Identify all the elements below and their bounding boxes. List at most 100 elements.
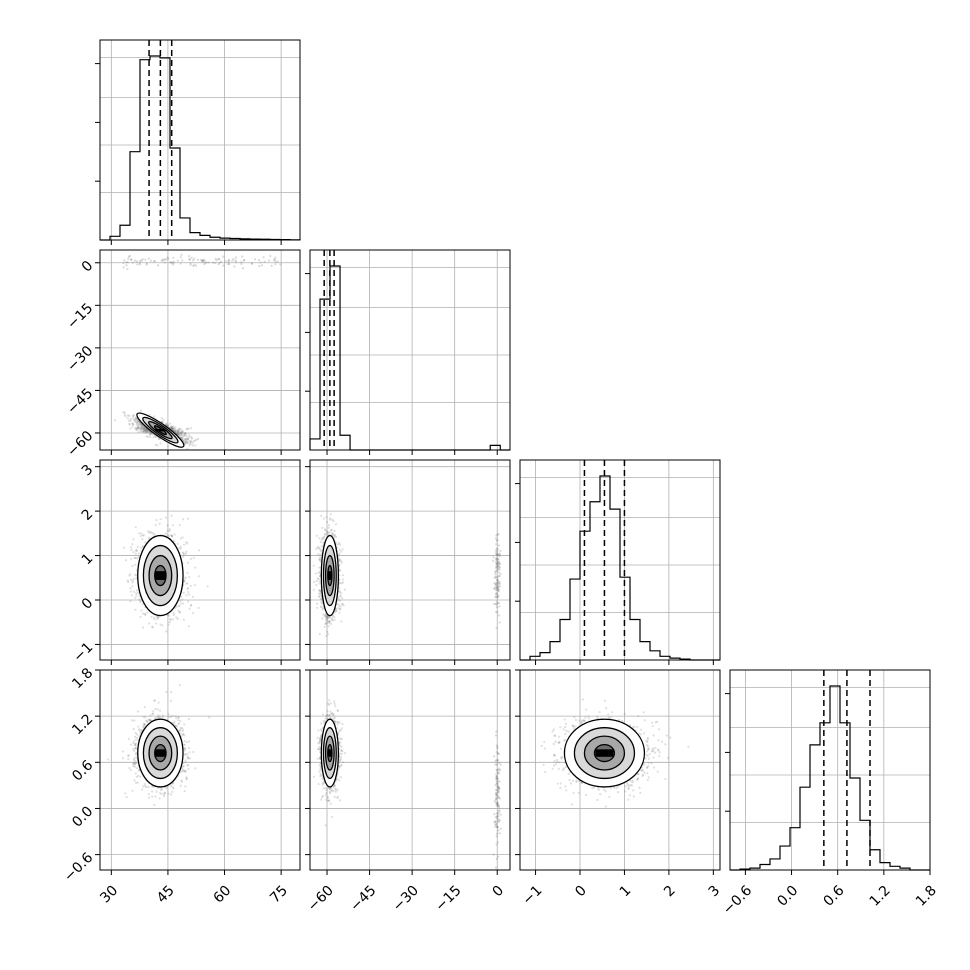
sample-point: [318, 553, 322, 556]
sample-point: [139, 430, 142, 433]
sample-point: [175, 431, 178, 434]
sample-point: [176, 259, 179, 262]
sample-point: [156, 618, 159, 621]
sample-point: [335, 609, 338, 613]
sample-point: [141, 425, 144, 428]
sample-point: [135, 574, 138, 577]
sample-point: [338, 552, 341, 555]
sample-point: [189, 435, 192, 438]
sample-point: [192, 264, 195, 267]
sample-point: [494, 549, 498, 552]
sample-point: [182, 551, 185, 554]
sample-point: [149, 259, 152, 262]
sample-point: [180, 436, 183, 440]
sample-point: [179, 256, 182, 259]
sample-point: [123, 413, 126, 416]
sample-point: [167, 257, 170, 260]
sample-point: [178, 427, 182, 430]
sample-point: [159, 442, 162, 445]
sample-point: [497, 553, 500, 556]
sample-point: [160, 417, 164, 420]
sample-point: [176, 431, 179, 434]
sample-point: [181, 430, 184, 433]
sample-point: [129, 573, 132, 576]
sample-point: [176, 432, 180, 435]
sample-point: [171, 428, 174, 431]
sample-point: [494, 588, 498, 592]
sample-point: [337, 599, 340, 602]
sample-point: [161, 714, 164, 717]
sample-point: [168, 422, 172, 425]
sample-point: [193, 584, 196, 587]
sample-point: [272, 258, 276, 262]
sample-point: [139, 423, 142, 426]
sample-point: [183, 434, 187, 437]
sample-point: [326, 630, 329, 633]
sample-point: [138, 423, 141, 426]
sample-point: [181, 438, 184, 441]
sample-point: [270, 264, 273, 267]
sample-point: [498, 561, 501, 564]
sample-point: [323, 625, 326, 628]
sample-point: [324, 613, 327, 616]
sample-point: [340, 620, 343, 623]
sample-point: [127, 257, 130, 260]
sample-point: [328, 615, 331, 618]
sample-point: [234, 256, 238, 259]
sample-point: [317, 577, 320, 581]
sample-point: [141, 626, 145, 629]
sample-point: [341, 602, 344, 606]
sample-point: [145, 429, 148, 432]
sample-point: [320, 606, 323, 609]
sample-point: [141, 430, 144, 433]
sample-point: [326, 532, 329, 535]
sample-point: [135, 577, 138, 580]
sample-point: [146, 435, 149, 439]
sample-point: [148, 431, 151, 434]
sample-point: [495, 553, 498, 557]
sample-point: [233, 265, 236, 268]
sample-point: [153, 259, 156, 263]
sample-point: [492, 587, 496, 590]
sample-point: [335, 535, 338, 538]
sample-point: [172, 426, 175, 430]
sample-point: [263, 260, 266, 263]
sample-point: [176, 617, 179, 620]
sample-point: [215, 259, 218, 262]
histogram-panel-1: [95, 39, 301, 245]
sample-point: [496, 553, 499, 556]
sample-point: [326, 617, 330, 620]
sample-point: [154, 435, 157, 438]
sample-point: [175, 616, 178, 619]
sample-point: [339, 605, 342, 608]
sample-point: [496, 553, 500, 557]
scatter-points: [113, 253, 282, 450]
sample-point: [182, 764, 185, 768]
sample-point: [129, 590, 132, 593]
sample-point: [174, 426, 177, 429]
sample-point: [496, 562, 499, 566]
sample-point: [261, 264, 264, 267]
sample-point: [171, 428, 174, 431]
sample-point: [498, 553, 501, 556]
sample-point: [141, 258, 144, 261]
sample-point: [321, 537, 324, 540]
sample-point: [126, 417, 129, 420]
sample-point: [134, 596, 137, 599]
sample-point: [122, 411, 125, 414]
sample-point: [228, 262, 231, 266]
sample-point: [132, 538, 135, 541]
sample-point: [180, 430, 183, 434]
sample-point: [132, 418, 135, 421]
sample-point: [166, 534, 169, 537]
sample-point: [170, 425, 173, 429]
sample-point: [134, 549, 137, 552]
sample-point: [156, 616, 160, 619]
sample-point: [127, 758, 130, 761]
sample-point: [162, 418, 165, 421]
sample-point: [339, 560, 343, 563]
sample-point: [250, 262, 254, 266]
sample-point: [136, 428, 139, 431]
sample-point: [141, 427, 144, 431]
sample-point: [201, 259, 204, 262]
